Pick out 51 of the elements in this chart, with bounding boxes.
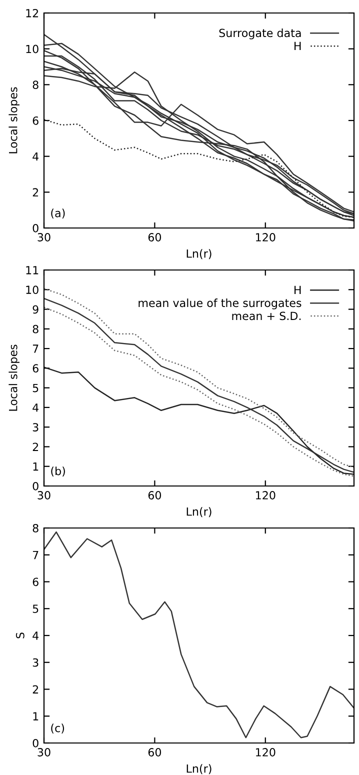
y-tick-label: 7 [32, 550, 38, 560]
y-tick-label: 8 [32, 324, 38, 334]
x-tick-label: 60 [148, 491, 162, 500]
x-tick-label: 120 [256, 233, 276, 242]
legend-label: mean value of the surrogates [138, 298, 302, 310]
annotation: (c) [51, 724, 64, 734]
y-tick-label: 4 [32, 404, 39, 412]
y-tick-label: 3 [32, 658, 38, 667]
y-tick-label: 10 [26, 44, 38, 54]
x-tick-label: 30 [38, 491, 50, 500]
y-tick-label: 1 [33, 462, 38, 471]
annotation: (b) [51, 466, 65, 477]
y-tick-label: 3 [32, 423, 38, 432]
x-axis-title: Ln(r) [186, 764, 212, 774]
y-tick-label: 4 [32, 152, 39, 161]
legend-label: H [294, 286, 301, 294]
y-tick-label: 0 [32, 482, 38, 490]
y-tick-label: 8 [32, 524, 38, 532]
y-tick-label: 11 [26, 266, 38, 274]
legend-label: H [294, 42, 301, 50]
legend-label: Surrogate data [219, 28, 301, 40]
y-tick-label: 2 [32, 685, 38, 694]
y-tick-label: 6 [32, 116, 38, 125]
y-tick-label: 9 [32, 305, 38, 314]
y-tick-label: 5 [32, 604, 38, 614]
x-tick-label: 30 [38, 748, 50, 756]
x-tick-label: 60 [148, 233, 162, 242]
y-tick-label: 2 [32, 188, 38, 196]
y-tick-label: 12 [26, 8, 38, 18]
y-tick-label: 2 [32, 442, 38, 451]
y-tick-label: 6 [32, 364, 38, 373]
y-tick-label: 8 [32, 80, 38, 90]
x-axis-title: Ln(r) [186, 249, 212, 260]
x-tick-label: 120 [256, 748, 276, 756]
y-axis-title: Local slopes [8, 344, 20, 411]
y-tick-label: 0 [32, 738, 38, 748]
x-tick-label: 120 [256, 491, 276, 500]
x-tick-label: 60 [148, 748, 162, 756]
y-axis-title: Local slopes [8, 87, 20, 154]
y-tick-label: 0 [32, 224, 38, 232]
y-tick-label: 7 [32, 344, 38, 353]
y-axis-title: S [16, 632, 24, 638]
y-tick-label: 4 [32, 632, 39, 640]
y-tick-label: 5 [32, 384, 38, 392]
y-tick-label: 10 [26, 286, 38, 294]
x-axis-title: Ln(r) [186, 507, 212, 518]
legend-label: mean + S.D. [232, 312, 301, 320]
y-tick-label: 1 [33, 712, 38, 720]
y-tick-label: 6 [32, 578, 38, 586]
annotation: (a) [51, 208, 65, 219]
x-tick-label: 30 [38, 233, 50, 242]
